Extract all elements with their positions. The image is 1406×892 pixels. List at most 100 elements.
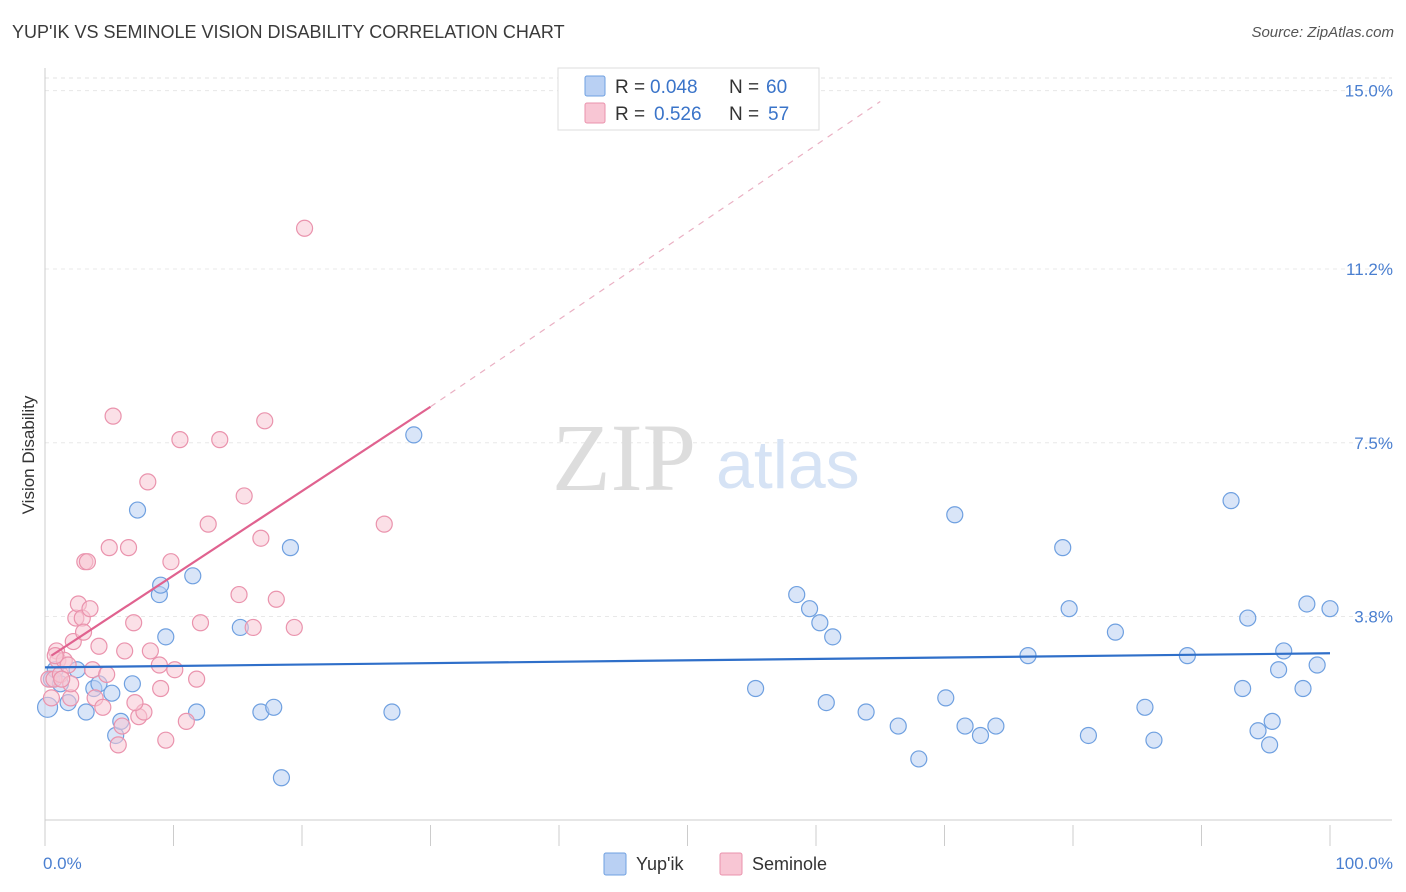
yupik-point: [747, 679, 765, 698]
bottom-legend-swatch-seminole: [719, 852, 743, 876]
yupik-point: [1261, 736, 1279, 754]
y-tick-label: 7.5%: [1354, 434, 1393, 453]
legend-series: Yup'ik Seminole: [603, 852, 827, 876]
yupik-point: [1321, 600, 1339, 618]
x-tick-labels: 0.0% 100.0%: [43, 854, 1393, 873]
seminole-point: [188, 670, 206, 688]
yupik-point: [1239, 609, 1257, 627]
yupik-point: [1054, 539, 1072, 557]
seminole-point: [78, 553, 97, 571]
yupik-point: [1294, 679, 1312, 698]
yupik-point: [910, 750, 928, 768]
y-tick-label: 11.2%: [1346, 260, 1393, 279]
yupik-point: [946, 506, 964, 524]
legend-swatch-seminole: [584, 102, 606, 124]
seminole-point: [125, 614, 143, 632]
yupik-point: [1275, 642, 1293, 660]
legend-r-value-yupik: 0.048: [650, 77, 698, 98]
seminole-point: [90, 637, 108, 655]
yupik-point: [128, 501, 147, 519]
seminole-point: [126, 693, 144, 712]
watermark: ZIP atlas: [552, 404, 860, 511]
trend-line-yupik: [44, 652, 1331, 669]
yupik-point: [1269, 661, 1288, 679]
bottom-legend-swatch-yupik: [603, 852, 627, 876]
seminole-point: [109, 736, 127, 754]
seminole-point: [295, 219, 314, 237]
y-tick-label: 3.8%: [1354, 608, 1393, 627]
y-tick-labels: 15.0% 11.2% 7.5% 3.8%: [1345, 82, 1393, 627]
seminole-point: [166, 661, 184, 679]
x-tick-label: 100.0%: [1335, 854, 1393, 873]
seminole-point: [235, 487, 253, 505]
seminole-point: [285, 618, 303, 637]
yupik-point: [800, 600, 819, 618]
yupik-point: [1263, 712, 1281, 730]
yupik-point: [1136, 698, 1154, 716]
seminole-point: [152, 679, 170, 698]
yupik-point: [103, 684, 121, 702]
bottom-legend-label-yupik: Yup'ik: [636, 854, 684, 874]
yupik-point: [184, 567, 202, 585]
yupik-point: [77, 703, 95, 721]
yupik-point: [817, 693, 835, 712]
bottom-legend-label-seminole: Seminole: [752, 854, 827, 874]
seminole-point: [42, 689, 61, 707]
seminole-point: [119, 539, 138, 557]
yupik-point: [1145, 731, 1163, 749]
yupik-point: [1308, 656, 1326, 674]
watermark-atlas: atlas: [716, 427, 860, 503]
legend-r-label-seminole: R =: [615, 104, 645, 125]
seminole-point: [116, 642, 134, 660]
seminole-point: [100, 539, 118, 557]
yupik-point: [157, 628, 175, 646]
seminole-point: [252, 529, 270, 547]
seminole-point: [98, 665, 116, 684]
legend-n-value-yupik: 60: [766, 77, 787, 98]
seminole-point: [244, 618, 262, 637]
yupik-point: [956, 717, 974, 735]
legend-r-value-seminole: 0.526: [654, 104, 702, 125]
seminole-point: [141, 642, 159, 660]
yupik-point: [889, 717, 907, 735]
legend-n-value-seminole: 57: [768, 104, 789, 125]
seminole-point: [375, 515, 393, 533]
grid-lines: [45, 77, 1392, 618]
seminole-point: [211, 431, 229, 449]
yupik-point: [405, 426, 423, 444]
chart-title: YUP'IK VS SEMINOLE VISION DISABILITY COR…: [12, 22, 565, 42]
y-axis-label: Vision Disability: [19, 395, 38, 514]
seminole-point: [171, 431, 189, 449]
seminole-point: [230, 585, 248, 604]
trend-line-seminole-extension: [430, 100, 881, 408]
yupik-point: [1079, 726, 1098, 745]
chart-source: Source: ZipAtlas.com: [1251, 24, 1394, 41]
trend-lines: [44, 100, 1331, 669]
yupik-point: [1060, 600, 1078, 618]
series-yupik-points: [36, 426, 1339, 787]
seminole-point: [267, 590, 285, 608]
series-seminole-points: [40, 219, 393, 754]
seminole-point: [139, 473, 157, 491]
seminole-point: [104, 407, 122, 425]
seminole-point: [53, 670, 71, 688]
yupik-point: [971, 726, 990, 745]
yupik-point: [281, 539, 300, 557]
yupik-point: [857, 703, 875, 721]
yupik-point: [824, 628, 842, 646]
yupik-point: [383, 703, 401, 721]
seminole-point: [177, 712, 195, 730]
legend-n-label-yupik: N =: [729, 77, 759, 98]
y-tick-label: 15.0%: [1345, 82, 1393, 101]
legend-r-label-yupik: R =: [615, 77, 645, 98]
legend-n-label-seminole: N =: [729, 104, 759, 125]
trend-line-seminole: [50, 405, 432, 657]
yupik-point: [987, 717, 1005, 735]
seminole-point: [59, 656, 77, 674]
seminole-point: [199, 515, 217, 533]
seminole-point: [191, 614, 210, 632]
yupik-point: [265, 698, 283, 716]
yupik-point: [937, 689, 955, 707]
watermark-zip: ZIP: [552, 404, 696, 511]
